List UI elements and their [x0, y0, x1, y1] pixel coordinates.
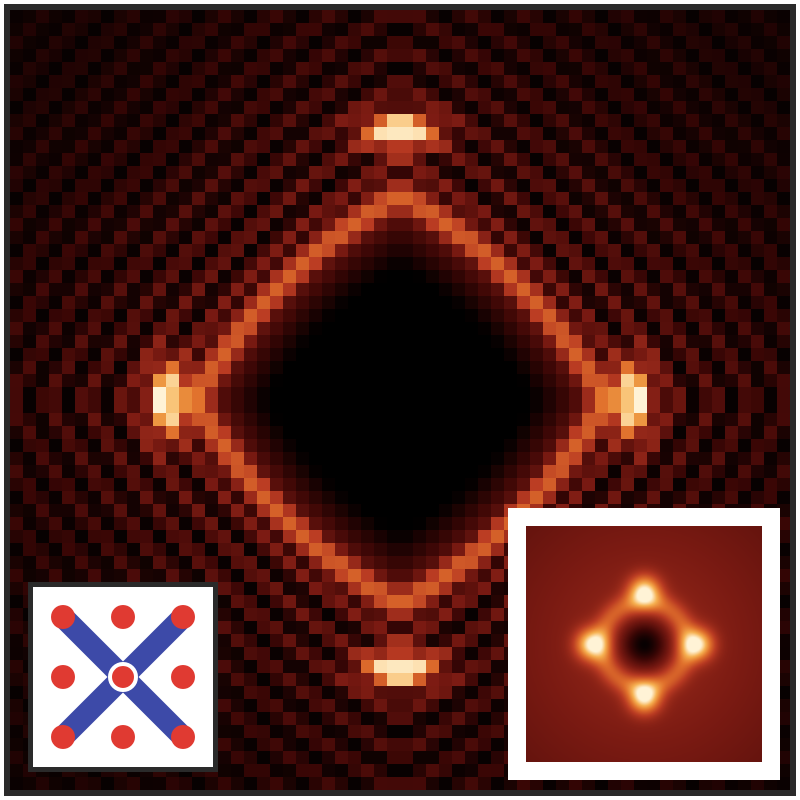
lattice-site	[171, 665, 195, 689]
lattice-site	[111, 605, 135, 629]
lattice-site	[111, 725, 135, 749]
lattice-schematic-inset	[28, 582, 218, 772]
lattice-inset-background	[33, 587, 213, 767]
lattice-site	[51, 605, 75, 629]
lattice-site	[171, 605, 195, 629]
lattice-site	[108, 662, 138, 692]
lattice-site	[51, 665, 75, 689]
lattice-site	[51, 725, 75, 749]
lattice-sites	[51, 605, 195, 749]
lattice-diagram	[51, 605, 195, 749]
lattice-site	[171, 725, 195, 749]
simulated-pattern-image	[526, 526, 762, 762]
simulation-inset	[508, 508, 780, 780]
